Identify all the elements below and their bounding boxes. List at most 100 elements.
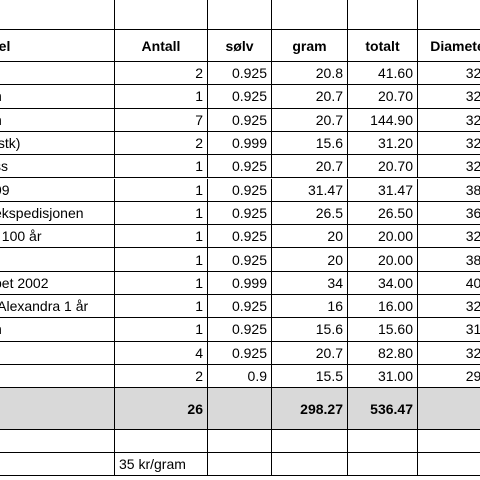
cell [418, 430, 480, 454]
total-cell [418, 388, 480, 431]
cell: 2 [115, 364, 208, 389]
cell: t 100 år [0, 225, 115, 249]
cell: 20.00 [348, 248, 418, 272]
cell: 7 [115, 108, 208, 132]
cell: 0.925 [208, 108, 272, 132]
cell: 31.20 [348, 131, 418, 156]
cell: stk) [0, 131, 115, 156]
cell: 26.50 [348, 201, 418, 226]
cell: n [0, 108, 115, 132]
cell [348, 0, 418, 30]
cell: 32.0 [418, 85, 480, 109]
cell: 0.925 [208, 295, 272, 319]
cell: 41.60 [348, 62, 418, 86]
cell: 32.0 [418, 155, 480, 179]
cell [272, 0, 348, 30]
cell [272, 430, 348, 454]
cell: 20.7 [272, 155, 348, 179]
cell: 0.925 [208, 341, 272, 365]
cell: 15.5 [272, 364, 348, 389]
cell: 32.2 [418, 132, 480, 156]
cell: 1 [115, 201, 208, 226]
cell: 1 [115, 295, 208, 319]
cell: 0.925 [208, 318, 272, 342]
cell [0, 364, 115, 389]
cell [418, 453, 480, 477]
cell: 82.80 [348, 341, 418, 365]
header-cell: tel [0, 30, 115, 62]
cell [0, 430, 115, 454]
cell: 31.47 [348, 178, 418, 202]
cell: 32.0 [418, 62, 480, 86]
cell: 1 [115, 318, 208, 342]
cell: 1 [115, 248, 208, 272]
cell: 38.6 [418, 248, 480, 272]
cell [208, 453, 272, 477]
cell: 1 [115, 225, 208, 249]
cell: 32.0 [418, 109, 480, 132]
cell: 34.00 [348, 271, 418, 295]
cell: 32.0 [418, 225, 480, 249]
cell: 20.70 [348, 155, 418, 179]
cell: 20.00 [348, 225, 418, 249]
cell: 20.7 [272, 108, 348, 132]
cell: 0.999 [208, 131, 272, 156]
cell: 20 [272, 225, 348, 249]
cell: 0.9 [208, 364, 272, 389]
cell: 1 [115, 155, 208, 179]
cell: ss [0, 155, 115, 179]
cell [208, 430, 272, 454]
cell [115, 430, 208, 454]
cell: 1 [115, 178, 208, 202]
cell [348, 453, 418, 477]
cell [0, 248, 115, 272]
cell: ekspedisjonen [0, 201, 115, 226]
cell: 2 [115, 62, 208, 86]
cell: 4 [115, 341, 208, 365]
cell: 20.7 [272, 341, 348, 365]
cell: 20.7 [272, 85, 348, 109]
header-cell: sølv [208, 30, 272, 62]
cell: 31.0 [418, 318, 480, 342]
header-cell: gram [272, 30, 348, 62]
cell [0, 453, 115, 477]
note-cell: 35 kr/gram [115, 453, 208, 477]
cell: 20.70 [348, 85, 418, 109]
cell: 0.925 [208, 155, 272, 179]
cell: 34 [272, 271, 348, 295]
cell: 0.925 [208, 201, 272, 226]
total-cell: 298.27 [272, 388, 348, 431]
cell: bet 2002 [0, 271, 115, 295]
cell: 16.00 [348, 295, 418, 319]
cell: 99 [0, 178, 115, 202]
cell: 40.0 [418, 272, 480, 295]
cell: 16 [272, 295, 348, 319]
cell: 0.925 [208, 85, 272, 109]
cell: 0.925 [208, 225, 272, 249]
cell [208, 0, 272, 30]
total-cell: 26 [115, 388, 208, 431]
cell: Alexandra 1 år [0, 295, 115, 319]
cell: 0.999 [208, 271, 272, 295]
cell: 1 [115, 271, 208, 295]
total-cell [0, 388, 115, 431]
header-cell: totalt [348, 30, 418, 62]
cell: n [0, 85, 115, 109]
header-cell: Diamete [418, 30, 480, 62]
total-cell: 536.47 [348, 388, 418, 431]
cell [272, 453, 348, 477]
total-cell [208, 388, 272, 431]
cell [348, 430, 418, 454]
cell: 32.0 [418, 295, 480, 319]
cell: 1 [115, 85, 208, 109]
cell: 0.925 [208, 248, 272, 272]
cell: 15.6 [272, 131, 348, 156]
cell [115, 0, 208, 30]
cell: 31.47 [272, 178, 348, 202]
cell: 15.60 [348, 318, 418, 342]
cell [0, 341, 115, 365]
cell [0, 62, 115, 86]
cell: 2 [115, 131, 208, 156]
cell: 0.925 [208, 178, 272, 202]
